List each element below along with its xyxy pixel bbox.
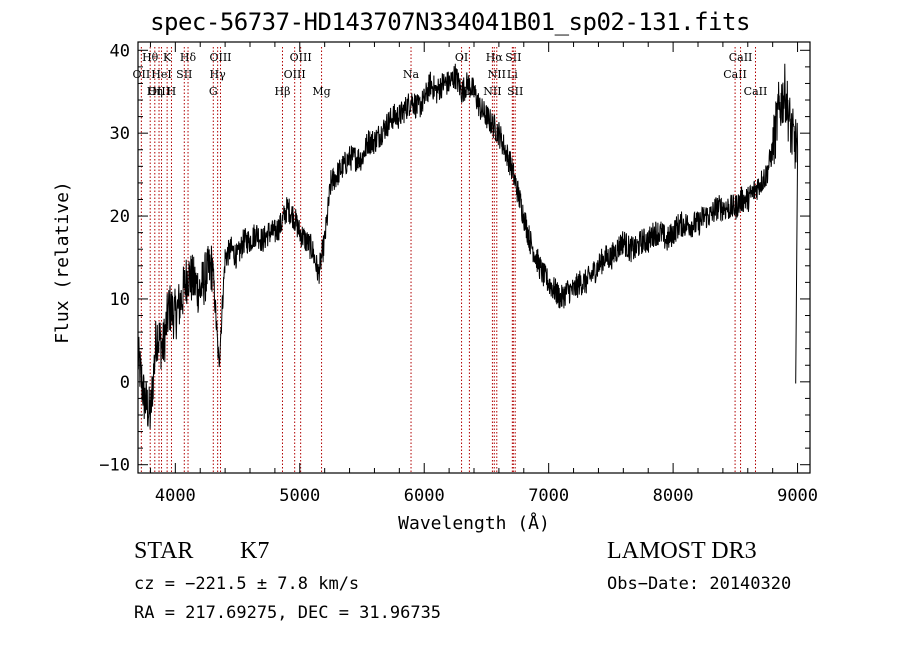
line-label-k: K [163, 51, 172, 64]
line-label-mg: Mg [312, 85, 330, 98]
observation-date: Obs−Date: 20140320 [607, 574, 792, 594]
line-label-hθ: Hθ [142, 51, 159, 64]
line-label-caii: CaII [729, 51, 753, 64]
line-label-hei: HeI [151, 68, 171, 81]
line-label-hβ: Hβ [275, 85, 291, 98]
y-tick-label-0: 0 [120, 373, 130, 393]
line-label-oii: OII [133, 68, 151, 81]
line-label-nii: NII [488, 68, 506, 81]
y-tick-label--10: −10 [99, 456, 130, 476]
line-label-hα: Hα [486, 51, 504, 64]
line-label-oiii: OIII [209, 51, 231, 64]
line-label-nii: NII [483, 85, 501, 98]
line-label-oiii: OIII [148, 85, 170, 98]
chart-title: spec-56737-HD143707N334041B01_sp02-131.f… [150, 8, 750, 36]
y-tick-label-30: 30 [110, 124, 130, 144]
line-label-oi: OI [455, 51, 468, 64]
line-label-li: Li [507, 68, 518, 81]
y-tick-label-40: 40 [110, 41, 130, 61]
line-label-hδ: Hδ [180, 51, 197, 64]
line-label-hη: Hη [147, 85, 163, 98]
spectral-subclass: K7 [240, 538, 270, 564]
x-tick-label-7000: 7000 [528, 486, 569, 506]
line-label-sii: SII [507, 85, 523, 98]
line-label-caii: CaII [744, 85, 768, 98]
x-tick-label-4000: 4000 [155, 486, 196, 506]
line-label-hγ: Hγ [210, 68, 227, 81]
line-label-sii: SII [505, 51, 521, 64]
line-label-oiii: OIII [284, 68, 306, 81]
line-label-na: Na [403, 68, 420, 81]
x-tick-label-9000: 9000 [777, 486, 818, 506]
survey-name: LAMOST DR3 [607, 538, 757, 564]
line-label-oiii: OIII [290, 51, 312, 64]
x-tick-label-8000: 8000 [653, 486, 694, 506]
line-label-g: G [209, 85, 218, 98]
x-axis-label: Wavelength (Å) [398, 512, 550, 534]
plot-frame [137, 41, 811, 474]
line-label-sii: SII [176, 68, 192, 81]
redshift-cz: cz = −221.5 ± 7.8 km/s [134, 574, 360, 594]
x-tick-label-6000: 6000 [404, 486, 445, 506]
object-class: STAR [134, 538, 194, 564]
spectrum-series-flux [137, 63, 799, 429]
line-label-h: H [167, 85, 177, 98]
line-label-caii: CaII [723, 68, 747, 81]
y-tick-label-20: 20 [110, 207, 130, 227]
y-axis-label: Flux (relative) [52, 181, 73, 344]
x-tick-label-5000: 5000 [279, 486, 320, 506]
y-tick-label-10: 10 [110, 290, 130, 310]
coordinates: RA = 217.69275, DEC = 31.96735 [134, 603, 442, 623]
